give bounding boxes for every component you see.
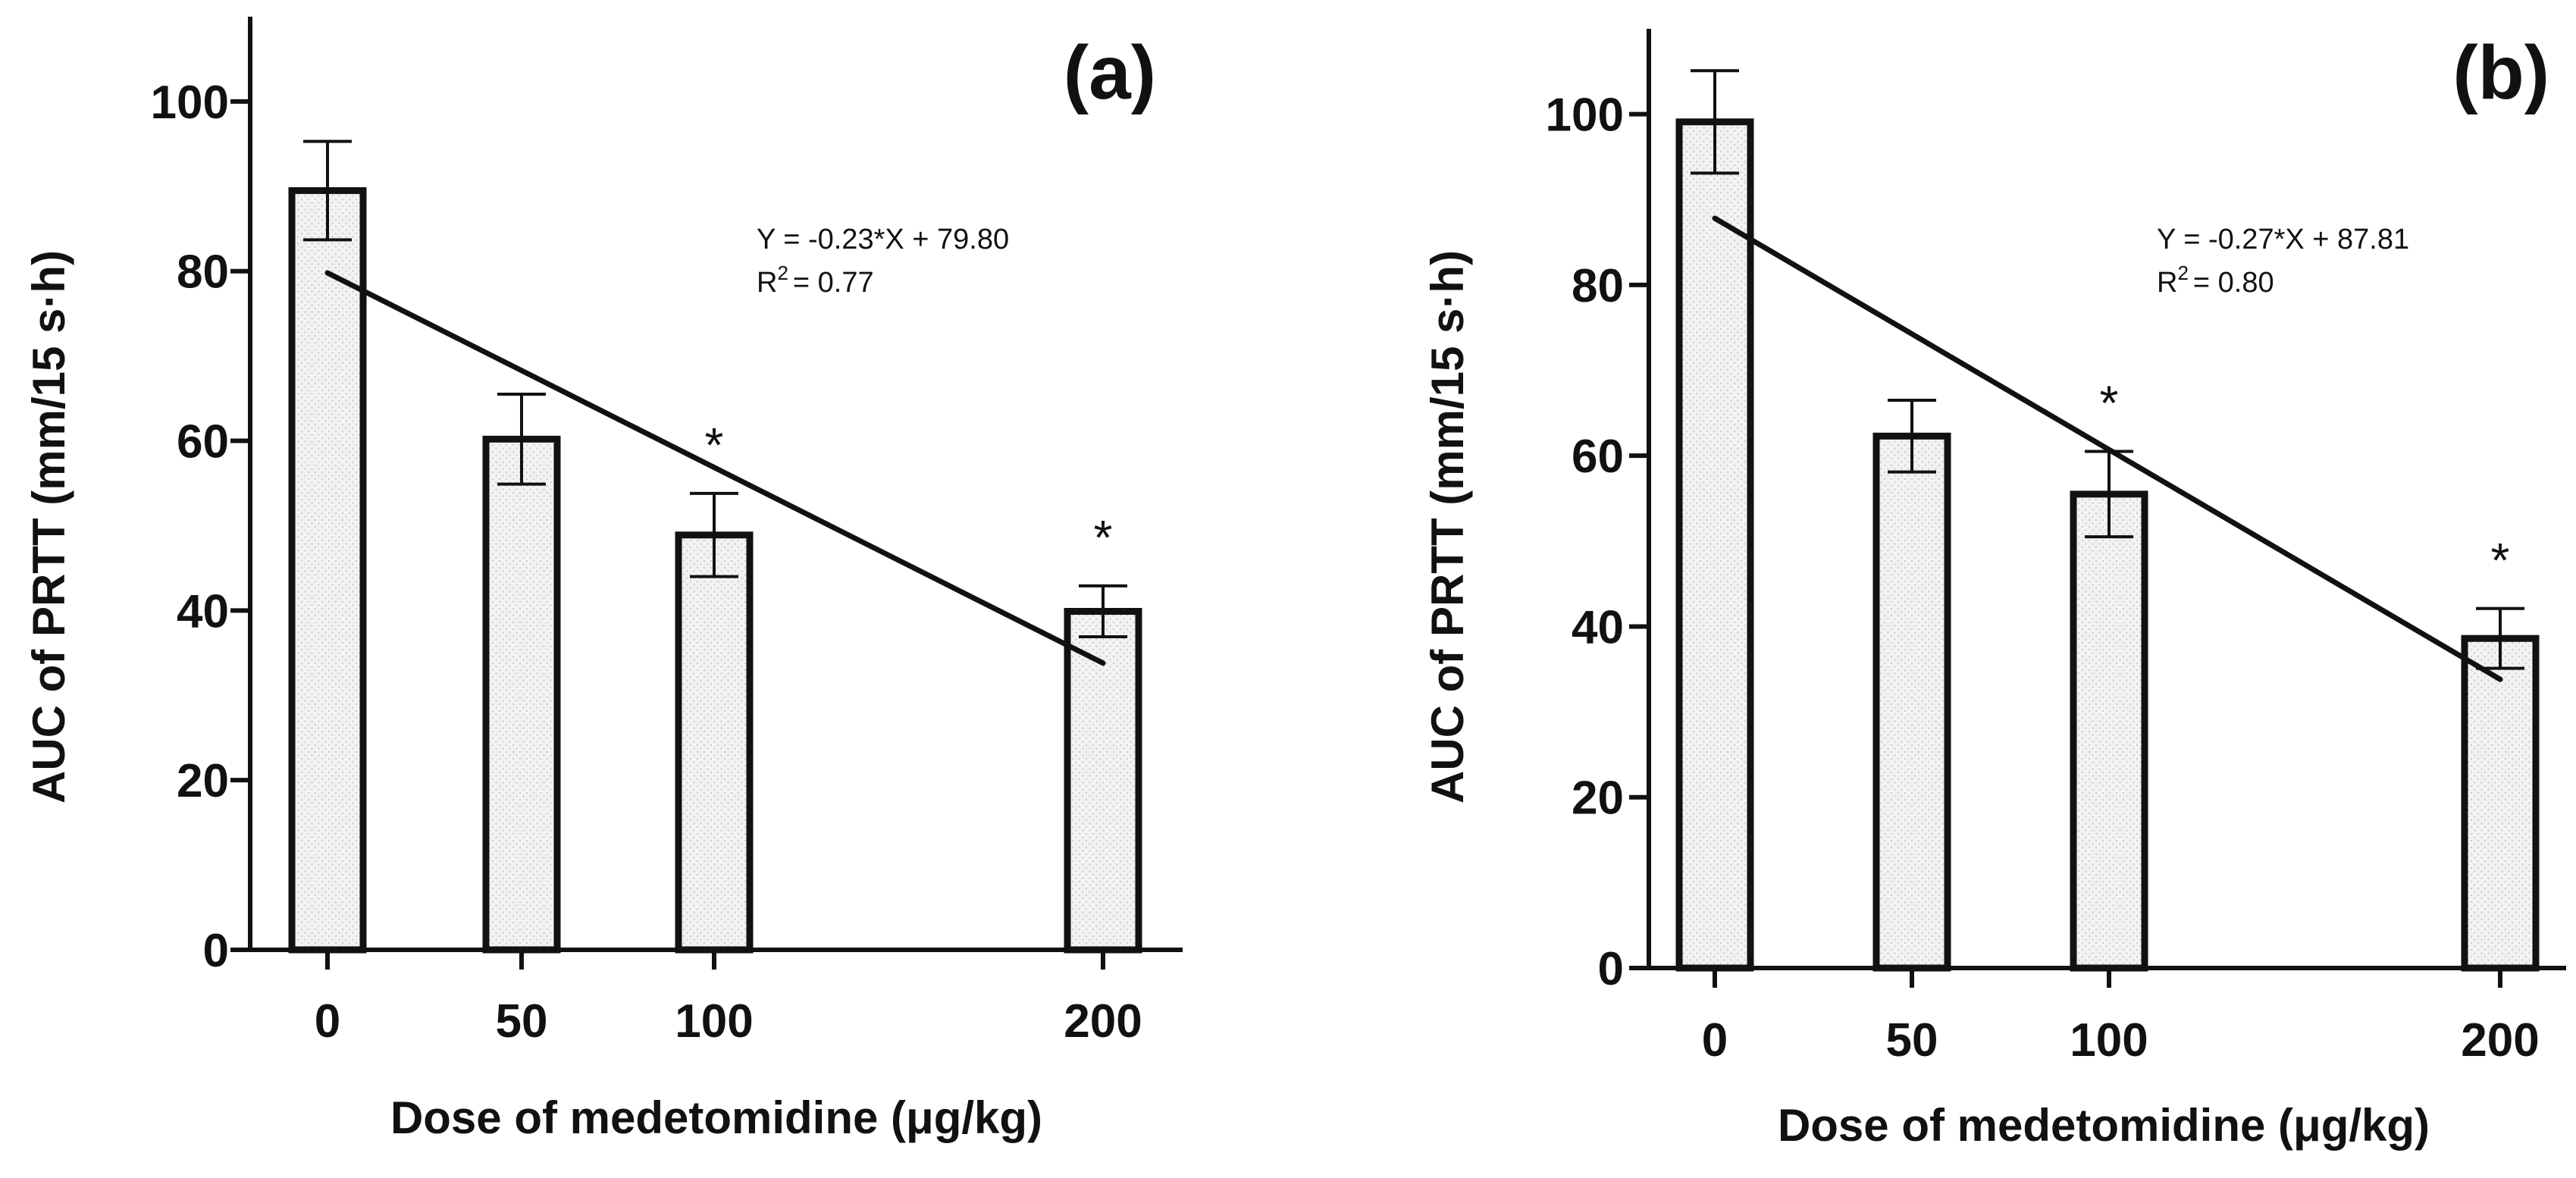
x-axis-title-a: Dose of medetomidine (μg/kg) <box>390 1092 1042 1143</box>
bar-50 <box>1872 432 1951 972</box>
x-tick-label: 100 <box>675 995 753 1048</box>
y-tick-label: 60 <box>1572 431 1624 483</box>
r-squared-superscript-a: 2 <box>777 262 788 284</box>
r-squared-value-b: = 0.80 <box>2193 267 2274 299</box>
y-tick-label: 0 <box>1598 943 1624 995</box>
y-tick-label: 20 <box>177 755 229 807</box>
significance-star: * <box>2491 533 2510 587</box>
y-tick-label: 80 <box>1572 260 1624 312</box>
y-tick-label: 0 <box>203 925 229 977</box>
r-squared-superscript-b: 2 <box>2177 262 2188 284</box>
bar-200 <box>2461 634 2540 972</box>
x-tick-label: 100 <box>2070 1014 2148 1067</box>
significance-star: * <box>1094 510 1113 565</box>
x-tick-label: 50 <box>1886 1014 1938 1067</box>
bar-50 <box>482 435 561 954</box>
x-axis-title-b: Dose of medetomidine (μg/kg) <box>1778 1100 2430 1151</box>
r-squared-a: R2 = 0.77 <box>757 262 874 299</box>
bar-100 <box>675 531 754 954</box>
bar-0 <box>288 186 367 954</box>
r-squared-value-a: = 0.77 <box>793 267 874 299</box>
y-tick-label: 60 <box>177 416 229 468</box>
y-axis-title-a: AUC of PRTT (mm/15 s·h) <box>24 250 74 804</box>
x-tick-label: 0 <box>1702 1014 1728 1067</box>
bar-200 <box>1064 607 1142 954</box>
x-tick-label: 200 <box>1064 995 1142 1048</box>
panel-label-a: (a) <box>1064 30 1156 115</box>
y-tick-label: 100 <box>151 77 229 129</box>
x-tick-label: 50 <box>496 995 548 1048</box>
x-tick-label: 200 <box>2461 1014 2539 1067</box>
y-tick-label: 40 <box>1572 601 1624 653</box>
regression-line <box>1712 215 2503 682</box>
bar-100 <box>2070 490 2148 972</box>
r-squared-b: R2 = 0.80 <box>2157 262 2274 299</box>
panel-b: 0 20 40 60 80 100 0 50 100 200 * * (b) Y = -0.27*… <box>1422 29 2566 1151</box>
y-tick-label: 20 <box>1572 772 1624 825</box>
r-squared-symbol-b: R <box>2157 267 2177 299</box>
panel-label-b: (b) <box>2452 30 2549 115</box>
x-tick-label: 0 <box>315 995 340 1048</box>
significance-star: * <box>2100 376 2119 431</box>
regression-equation-a: Y = -0.23*X + 79.80 <box>757 224 1009 255</box>
bar-0 <box>1675 118 1754 972</box>
y-tick-label: 80 <box>177 246 229 299</box>
r-squared-symbol-a: R <box>757 267 777 299</box>
y-tick-label: 40 <box>177 585 229 638</box>
regression-equation-b: Y = -0.27*X + 87.81 <box>2157 224 2409 255</box>
y-axis-title-b: AUC of PRTT (mm/15 s·h) <box>1422 250 1473 804</box>
regression-line <box>324 270 1106 666</box>
y-tick-label: 100 <box>1546 89 1624 142</box>
